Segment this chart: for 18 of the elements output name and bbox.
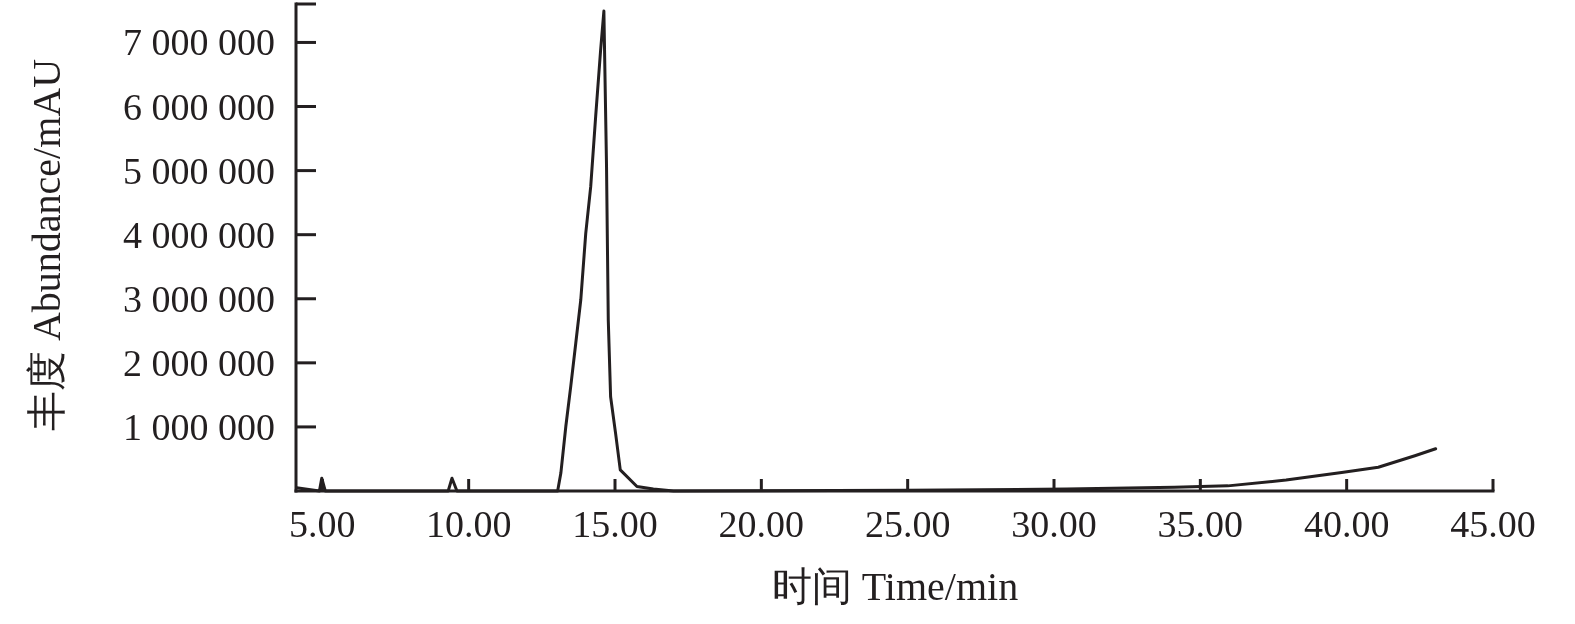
y-tick-label: 7 000 000 [123, 21, 275, 64]
x-tick-label: 10.00 [425, 503, 512, 545]
y-tick-label: 1 000 000 [123, 405, 275, 448]
x-tick-label: 35.00 [1157, 503, 1244, 545]
x-tick-label: 15.00 [572, 503, 658, 545]
x-tick-label: 30.00 [1011, 503, 1097, 545]
y-tick-label: 6 000 000 [123, 85, 275, 128]
x-tick-label: 5.00 [289, 503, 356, 545]
y-tick-label: 3 000 000 [123, 277, 275, 320]
y-tick-label: 5 000 000 [123, 149, 275, 192]
x-tick-label: 25.00 [864, 503, 951, 545]
x-axis-title: 时间 Time/min [771, 564, 1019, 609]
x-tick-label: 20.00 [718, 503, 805, 545]
x-tick-label: 45.00 [1450, 503, 1536, 545]
y-axis-title: 丰度 Abundance/mAU [24, 58, 69, 432]
x-tick-label: 40.00 [1303, 503, 1390, 545]
y-tick-label: 2 000 000 [123, 341, 275, 384]
y-tick-label: 4 000 000 [123, 213, 275, 256]
